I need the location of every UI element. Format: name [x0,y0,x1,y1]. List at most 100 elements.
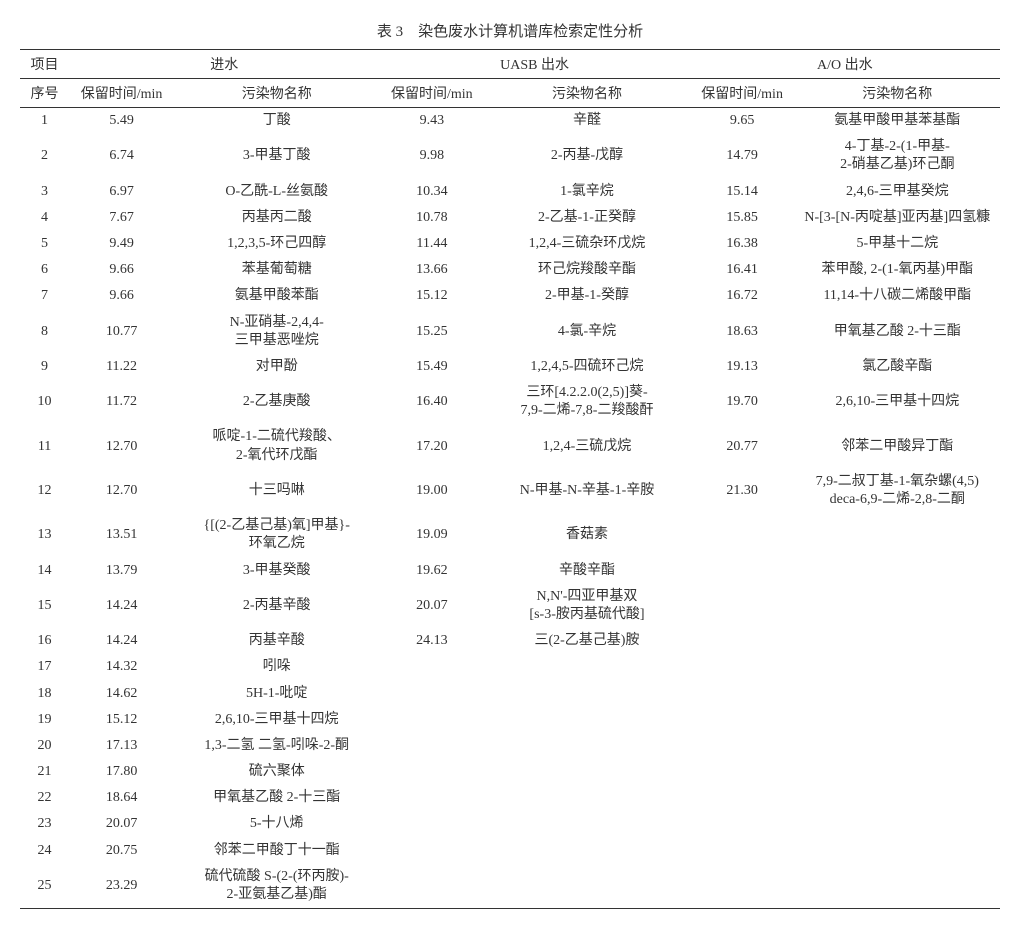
table-cell: 15.25 [379,310,484,354]
table-cell: 24 [20,838,69,864]
header-uasb: UASB 出水 [379,50,689,79]
table-cell: 辛酸辛酯 [484,558,689,584]
table-cell: 13.66 [379,257,484,283]
header-row-2: 序号 保留时间/min 污染物名称 保留时间/min 污染物名称 保留时间/mi… [20,79,1000,108]
table-cell [690,513,795,557]
table-cell: 3-甲基癸酸 [174,558,379,584]
table-row: 1514.242-丙基辛酸20.07N,N'-四亚甲基双[s-3-胺丙基硫代酸] [20,584,1000,628]
table-cell: 14.62 [69,681,174,707]
table-cell [795,707,1000,733]
table-row: 26.743-甲基丁酸9.982-丙基-戊醇14.794-丁基-2-(1-甲基-… [20,134,1000,178]
table-cell: 氯乙酸辛酯 [795,354,1000,380]
table-cell [484,785,689,811]
table-cell [484,759,689,785]
table-cell: 19.62 [379,558,484,584]
table-cell: 2-甲基-1-癸醇 [484,283,689,309]
table-cell: 14 [20,558,69,584]
table-cell: 20.77 [690,424,795,468]
table-cell: 14.32 [69,654,174,680]
table-cell: 苯基葡萄糖 [174,257,379,283]
table-cell: 15.12 [379,283,484,309]
table-cell [690,707,795,733]
table-cell: 6.74 [69,134,174,178]
table-cell: 20.07 [379,584,484,628]
table-body: 15.49丁酸9.43辛醛9.65氨基甲酸甲基苯基酯26.743-甲基丁酸9.9… [20,108,1000,909]
table-cell: 6.97 [69,179,174,205]
table-row: 2420.75邻苯二甲酸丁十一酯 [20,838,1000,864]
table-cell: 24.13 [379,628,484,654]
table-cell: N-甲基-N-辛基-1-辛胺 [484,469,689,513]
table-row: 47.67丙基丙二酸10.782-乙基-1-正癸醇15.85N-[3-[N-丙啶… [20,205,1000,231]
table-cell: 19.00 [379,469,484,513]
table-cell [690,628,795,654]
table-cell [690,654,795,680]
table-cell: 10.77 [69,310,174,354]
table-row: 2320.075-十八烯 [20,811,1000,837]
table-cell [690,584,795,628]
table-row: 2117.80硫六聚体 [20,759,1000,785]
table-row: 79.66氨基甲酸苯酯15.122-甲基-1-癸醇16.7211,14-十八碳二… [20,283,1000,309]
table-cell: 15 [20,584,69,628]
table-cell: 丙基辛酸 [174,628,379,654]
table-cell [795,759,1000,785]
table-cell: 12 [20,469,69,513]
table-cell: 17 [20,654,69,680]
table-cell: 11.22 [69,354,174,380]
table-cell: 14.24 [69,584,174,628]
table-cell: 25 [20,864,69,909]
table-cell: 1,2,4-三硫杂环戊烷 [484,231,689,257]
table-cell: 19.09 [379,513,484,557]
table-cell: 15.14 [690,179,795,205]
table-cell: 硫代硫酸 S-(2-(环丙胺)-2-亚氨基乙基)酯 [174,864,379,909]
table-cell [379,785,484,811]
subheader-name-2: 污染物名称 [484,79,689,108]
table-cell [795,838,1000,864]
table-cell: 2,6,10-三甲基十四烷 [174,707,379,733]
table-cell: 20.75 [69,838,174,864]
table-cell: 16 [20,628,69,654]
table-cell: 2-乙基庚酸 [174,380,379,424]
table-cell: 1,2,4-三硫戊烷 [484,424,689,468]
table-cell: 15.12 [69,707,174,733]
table-cell: 17.20 [379,424,484,468]
table-row: 2218.64甲氧基乙酸 2-十三酯 [20,785,1000,811]
table-row: 15.49丁酸9.43辛醛9.65氨基甲酸甲基苯基酯 [20,108,1000,135]
table-cell [379,811,484,837]
table-cell [795,733,1000,759]
table-cell: 9.66 [69,283,174,309]
table-cell: 23.29 [69,864,174,909]
table-cell: 1,3-二氢 二氢-吲哚-2-酮 [174,733,379,759]
table-cell: 13.51 [69,513,174,557]
table-cell: 5.49 [69,108,174,135]
table-row: 1011.722-乙基庚酸16.40三环[4.2.2.0(2,5)]葵-7,9-… [20,380,1000,424]
table-container: 表 3 染色废水计算机谱库检索定性分析 项目 进水 UASB 出水 A/O 出水… [20,20,1000,909]
table-cell [690,811,795,837]
table-cell: 2 [20,134,69,178]
table-cell: N-[3-[N-丙啶基]亚丙基]四氢糠 [795,205,1000,231]
table-cell: 11 [20,424,69,468]
table-cell [795,681,1000,707]
table-cell [795,584,1000,628]
table-cell: 17.80 [69,759,174,785]
table-cell: 三环[4.2.2.0(2,5)]葵-7,9-二烯-7,8-二羧酸酐 [484,380,689,424]
table-cell: 11.72 [69,380,174,424]
table-cell: 15.85 [690,205,795,231]
table-row: 1112.70哌啶-1-二硫代羧酸、2-氧代环戊酯17.201,2,4-三硫戊烷… [20,424,1000,468]
table-row: 36.97O-乙酰-L-丝氨酸10.341-氯辛烷15.142,4,6-三甲基癸… [20,179,1000,205]
subheader-seq: 序号 [20,79,69,108]
subheader-name-3: 污染物名称 [795,79,1000,108]
table-cell: 18 [20,681,69,707]
table-cell: 2-乙基-1-正癸醇 [484,205,689,231]
table-row: 810.77N-亚硝基-2,4,4-三甲基恶唑烷15.254-氯-辛烷18.63… [20,310,1000,354]
table-cell [795,628,1000,654]
table-cell: 20 [20,733,69,759]
table-row: 1814.625H-1-吡啶 [20,681,1000,707]
table-cell: 13.79 [69,558,174,584]
table-cell: 11,14-十八碳二烯酸甲酯 [795,283,1000,309]
table-row: 1614.24丙基辛酸24.13三(2-乙基己基)胺 [20,628,1000,654]
table-cell [484,811,689,837]
table-cell: 丙基丙二酸 [174,205,379,231]
table-cell: 2,6,10-三甲基十四烷 [795,380,1000,424]
table-cell: 2-丙基-戊醇 [484,134,689,178]
header-influent: 进水 [69,50,379,79]
